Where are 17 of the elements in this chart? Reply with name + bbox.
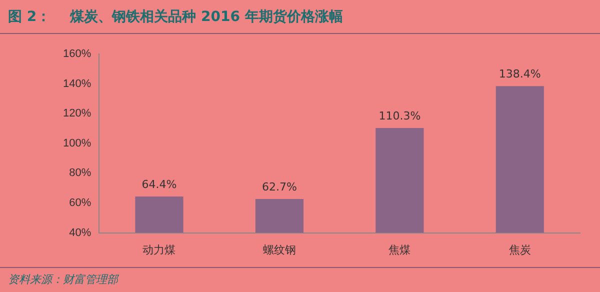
y-tick-label: 140% <box>62 78 92 90</box>
x-tick-label: 焦煤 <box>388 244 411 256</box>
data-label: 62.7% <box>262 180 297 194</box>
y-tick-label: 160% <box>62 48 92 60</box>
y-tick-label: 60% <box>69 197 92 210</box>
data-label: 138.4% <box>498 68 541 81</box>
x-tick-label: 动力煤 <box>142 243 176 256</box>
text: 资料来源：财富管理部 <box>8 272 118 287</box>
data-label: 64.4% <box>142 178 177 191</box>
x-tick-label: 螺纹钢 <box>262 243 296 256</box>
chart-title: 图 2： 煤炭、钢铁相关品种 2016 年期货价格涨幅 <box>8 8 343 26</box>
y-tick-label: 120% <box>62 108 92 120</box>
x-tick-label: 焦炭 <box>508 243 531 256</box>
y-tick-label: 100% <box>62 137 92 150</box>
data-label: 110.3% <box>378 109 421 122</box>
y-tick-label: 80% <box>69 167 92 180</box>
y-tick-label: 40% <box>69 226 92 239</box>
